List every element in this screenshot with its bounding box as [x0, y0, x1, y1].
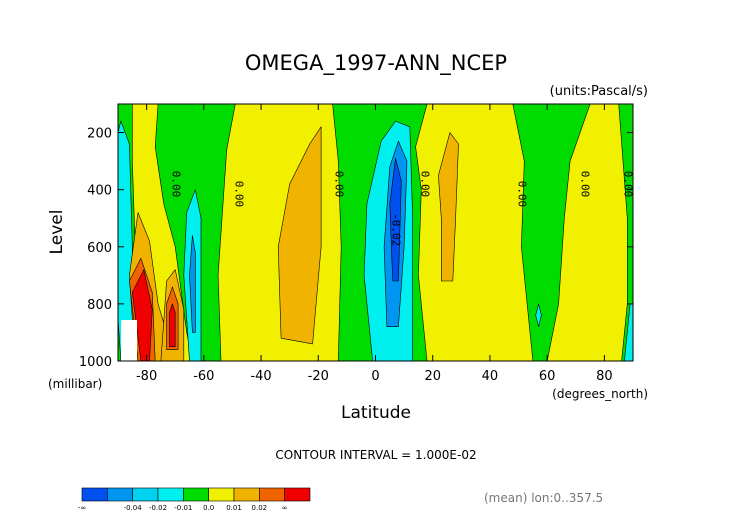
- x-axis: -80 -60 -40 -20 0 20 40 60 80: [136, 104, 613, 384]
- colorbar-swatch: [208, 487, 235, 502]
- contour-region: [389, 158, 402, 282]
- colorbar-swatch: [157, 487, 184, 502]
- colorbar-label: 0.02: [252, 504, 268, 512]
- contour-label: 0.00: [579, 171, 592, 198]
- x-tick-label: 0: [371, 369, 379, 384]
- contour-region: [535, 303, 542, 328]
- missing-data-patch: [121, 320, 137, 361]
- contour-label: 0.00: [418, 171, 431, 198]
- y-tick-label: 800: [87, 298, 112, 313]
- contour-label: 0.00: [516, 181, 529, 208]
- contour-region: [415, 103, 534, 362]
- colorbar-swatch: [132, 487, 159, 502]
- units-label: (units:Pascal/s): [550, 84, 648, 99]
- colorbar-label: -0.01: [174, 504, 192, 512]
- contour-label: 0.00: [621, 171, 634, 198]
- colorbar: -∞ -0.04 -0.02 -0.01 0.0 0.01 0.02 ∞: [78, 487, 311, 512]
- colorbar-swatch: [81, 487, 108, 502]
- contour-interval-text: CONTOUR INTERVAL = 1.000E-02: [275, 448, 476, 462]
- colorbar-label: ∞: [282, 504, 288, 512]
- y-tick-label: 400: [87, 184, 112, 199]
- contour-region: [438, 132, 459, 282]
- y-tick-label: 1000: [79, 355, 112, 370]
- contour-region: [169, 303, 176, 348]
- colorbar-swatch: [284, 487, 311, 502]
- y-axis: 200 400 600 800 1000: [79, 127, 633, 370]
- colorbar-label: -0.02: [149, 504, 167, 512]
- colorbar-swatch: [183, 487, 209, 502]
- x-tick-label: -80: [136, 369, 157, 384]
- colorbar-swatch: [259, 487, 285, 502]
- footer-note: (mean) lon:0..357.5: [484, 491, 603, 505]
- colorbar-label: -0.04: [124, 504, 143, 512]
- contour-label: 0.00: [169, 171, 182, 198]
- plot-area: 0.00 0.00 0.00 -0.02 0.00 0.00 0.00 0.00: [117, 103, 634, 362]
- chart-title: OMEGA_1997-ANN_NCEP: [245, 51, 507, 76]
- x-tick-label: 60: [539, 369, 556, 384]
- colorbar-swatch: [233, 487, 260, 502]
- contour-label: 0.00: [332, 171, 345, 198]
- contour-region: [189, 235, 196, 333]
- y-unit-label: (millibar): [48, 377, 102, 391]
- y-axis-label: Level: [47, 210, 67, 255]
- y-tick-label: 200: [87, 127, 112, 142]
- y-tick-label: 600: [87, 241, 112, 256]
- contour-label: 0.00: [232, 181, 245, 208]
- contour-region: [277, 126, 322, 345]
- colorbar-label: -∞: [78, 504, 86, 512]
- colorbar-label: 0.0: [203, 504, 214, 512]
- x-tick-label: -40: [250, 369, 271, 384]
- x-tick-label: -60: [193, 369, 214, 384]
- x-unit-label: (degrees_north): [552, 387, 648, 401]
- x-tick-label: 20: [424, 369, 441, 384]
- x-tick-label: -20: [308, 369, 329, 384]
- x-tick-label: 40: [482, 369, 499, 384]
- contour-label: -0.02: [390, 213, 403, 246]
- colorbar-label: 0.01: [226, 504, 242, 512]
- x-axis-label: Latitude: [341, 403, 411, 423]
- contour-labels: 0.00 0.00 0.00 -0.02 0.00 0.00 0.00 0.00: [169, 171, 634, 247]
- colorbar-swatch: [107, 487, 133, 502]
- x-tick-label: 80: [596, 369, 613, 384]
- contour-region: [217, 103, 342, 362]
